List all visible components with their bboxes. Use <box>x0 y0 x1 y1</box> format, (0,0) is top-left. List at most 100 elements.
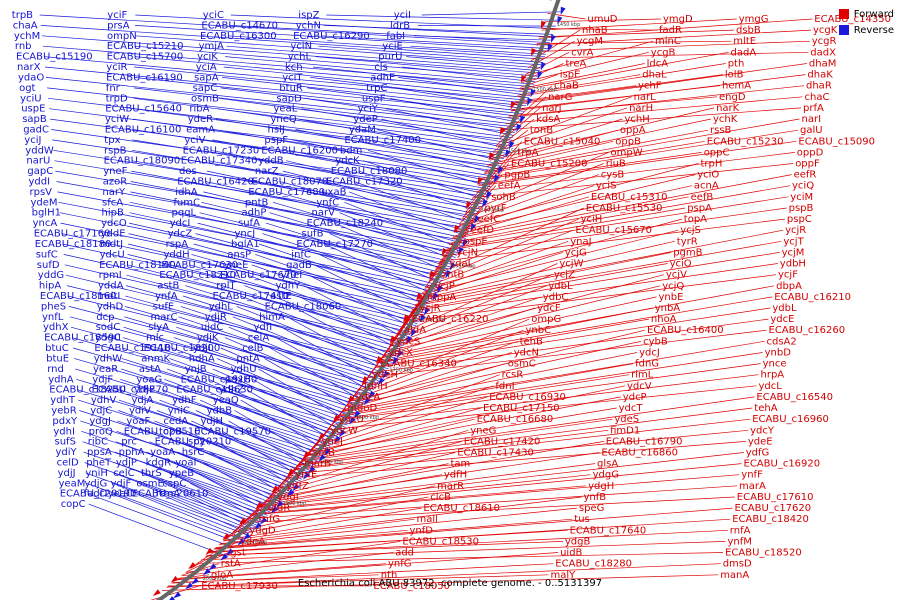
forward-gene-label: ydaL <box>449 259 473 270</box>
forward-gene-label: rssB <box>710 125 732 136</box>
reverse-connector <box>246 389 335 442</box>
reverse-connector <box>166 368 342 434</box>
forward-connector <box>343 352 638 411</box>
legend: Forward Reverse <box>838 6 894 38</box>
forward-gene-label: tehA <box>754 403 777 414</box>
forward-connector <box>465 163 510 213</box>
reverse-connector <box>55 170 465 241</box>
reverse-feature-arrow <box>338 429 346 438</box>
tick-label: 1550 kbp <box>508 149 532 155</box>
reverse-connector <box>86 482 243 541</box>
reverse-connector <box>224 337 369 399</box>
reverse-gene-label: ECABU_c19110 <box>94 343 171 354</box>
reverse-feature-arrow <box>353 410 361 419</box>
forward-connector <box>347 352 512 406</box>
forward-connector <box>425 229 574 288</box>
reverse-gene-label: ECABU_c18590 <box>44 333 121 344</box>
reverse-connector <box>307 87 522 118</box>
tick-label: 1600 kbp <box>481 208 505 214</box>
reverse-gene-label: yoaI <box>175 458 196 469</box>
reverse-gene-label: ribC <box>88 437 108 448</box>
reverse-gene-label: btuC <box>45 343 69 354</box>
reverse-connector <box>168 472 266 518</box>
forward-gene-label: pgpB <box>504 170 530 181</box>
reverse-feature-arrow <box>368 390 376 399</box>
forward-gene-label: ynfM <box>728 536 752 547</box>
forward-gene-label: ECABU_c16400 <box>647 325 724 336</box>
reverse-gene-label: ECABU_c18070 <box>252 177 329 188</box>
forward-gene-label: tam <box>451 459 471 470</box>
reverse-gene-label: pdxY <box>52 416 78 427</box>
reverse-gene-label: adhP <box>242 208 267 219</box>
reverse-gene-label: ydaO <box>18 72 44 83</box>
reverse-gene-label: sufB <box>302 229 324 240</box>
reverse-gene-label: uspE <box>21 104 45 115</box>
forward-gene-label: ECABU_c17640 <box>570 525 647 536</box>
reverse-gene-label: narU <box>26 156 50 167</box>
forward-gene-label: hrpA <box>761 370 785 381</box>
forward-connector <box>331 374 759 426</box>
reverse-gene-label: yeaC <box>108 489 133 500</box>
reverse-gene-label: narZ <box>255 166 279 177</box>
reverse-gene-label: bglA1 <box>231 239 260 250</box>
forward-connector <box>508 85 805 118</box>
forward-connector <box>516 63 726 98</box>
reverse-gene-label: rplT <box>216 281 236 292</box>
reverse-gene-label: hsrC <box>182 447 205 458</box>
reverse-feature-arrow <box>259 517 268 525</box>
reverse-label: Reverse <box>853 24 894 36</box>
reverse-gene-label: ydhF <box>172 395 197 406</box>
forward-gene-label: prfA <box>803 103 824 114</box>
forward-gene-label: clcB <box>430 492 451 503</box>
forward-connector <box>428 218 579 283</box>
reverse-feature-arrow <box>462 239 469 248</box>
reverse-gene-label: ECABU_c16100 <box>105 125 182 136</box>
reverse-gene-label: yddA <box>98 281 124 292</box>
reverse-feature-arrow <box>527 97 533 107</box>
forward-connector <box>517 74 641 96</box>
reverse-gene-label: sapC <box>193 83 218 94</box>
forward-gene-label: ynbC <box>526 325 552 336</box>
reverse-gene-label: yddG <box>38 270 64 281</box>
tick-label: 1650 kbp <box>452 264 476 270</box>
reverse-connector <box>255 254 425 314</box>
forward-connector <box>242 496 735 524</box>
forward-gene-label: dhaK <box>807 70 833 81</box>
reverse-feature-arrow <box>208 563 217 571</box>
reverse-connector <box>195 410 315 466</box>
reverse-connector <box>204 389 331 447</box>
forward-connector <box>455 185 595 232</box>
forward-connector <box>389 296 426 345</box>
reverse-gene-label: proQ <box>89 426 113 437</box>
coordinate-ticks: 1450 kbp 1500 kbp 1550 kbp 1600 kbp 1650 kbp… <box>203 22 581 582</box>
forward-gene-label: lolB <box>725 70 744 81</box>
forward-gene-label: ydfH <box>444 470 467 481</box>
reverse-gene-label: yciJ <box>24 135 41 146</box>
reverse-feature-arrow <box>436 285 444 294</box>
reverse-gene-label: ydhV <box>91 395 117 406</box>
forward-gene-label: ECABU_c16340 <box>380 359 457 370</box>
gene-feature-arrows <box>152 0 566 600</box>
forward-gene-label: fadR <box>659 25 682 36</box>
reverse-gene-label: ispZ <box>298 10 319 21</box>
forward-gene-label: marB <box>304 459 331 470</box>
forward-connector <box>167 574 549 587</box>
reverse-connector <box>159 399 318 462</box>
reverse-gene-label: yddW <box>25 145 54 156</box>
forward-connector <box>201 541 726 561</box>
forward-gene-label: rcsR <box>502 370 524 381</box>
forward-gene-label: yciM <box>790 192 813 203</box>
forward-connector <box>381 285 775 359</box>
reverse-gene-label: mdtI <box>97 291 120 302</box>
forward-gene-label: rluB <box>606 159 626 170</box>
reverse-gene-label: ydjF <box>92 374 113 385</box>
forward-gene-label: ydcA <box>356 392 381 403</box>
forward-connector <box>232 485 436 534</box>
forward-connector <box>335 363 761 422</box>
forward-connector <box>172 574 379 583</box>
reverse-connector <box>81 430 285 499</box>
forward-gene-label: ydgA <box>240 536 266 547</box>
reverse-gene-label: ECABU_c15210 <box>107 41 184 52</box>
forward-gene-label: ECABU_c15040 <box>524 136 601 147</box>
reverse-feature-arrow <box>202 568 211 576</box>
